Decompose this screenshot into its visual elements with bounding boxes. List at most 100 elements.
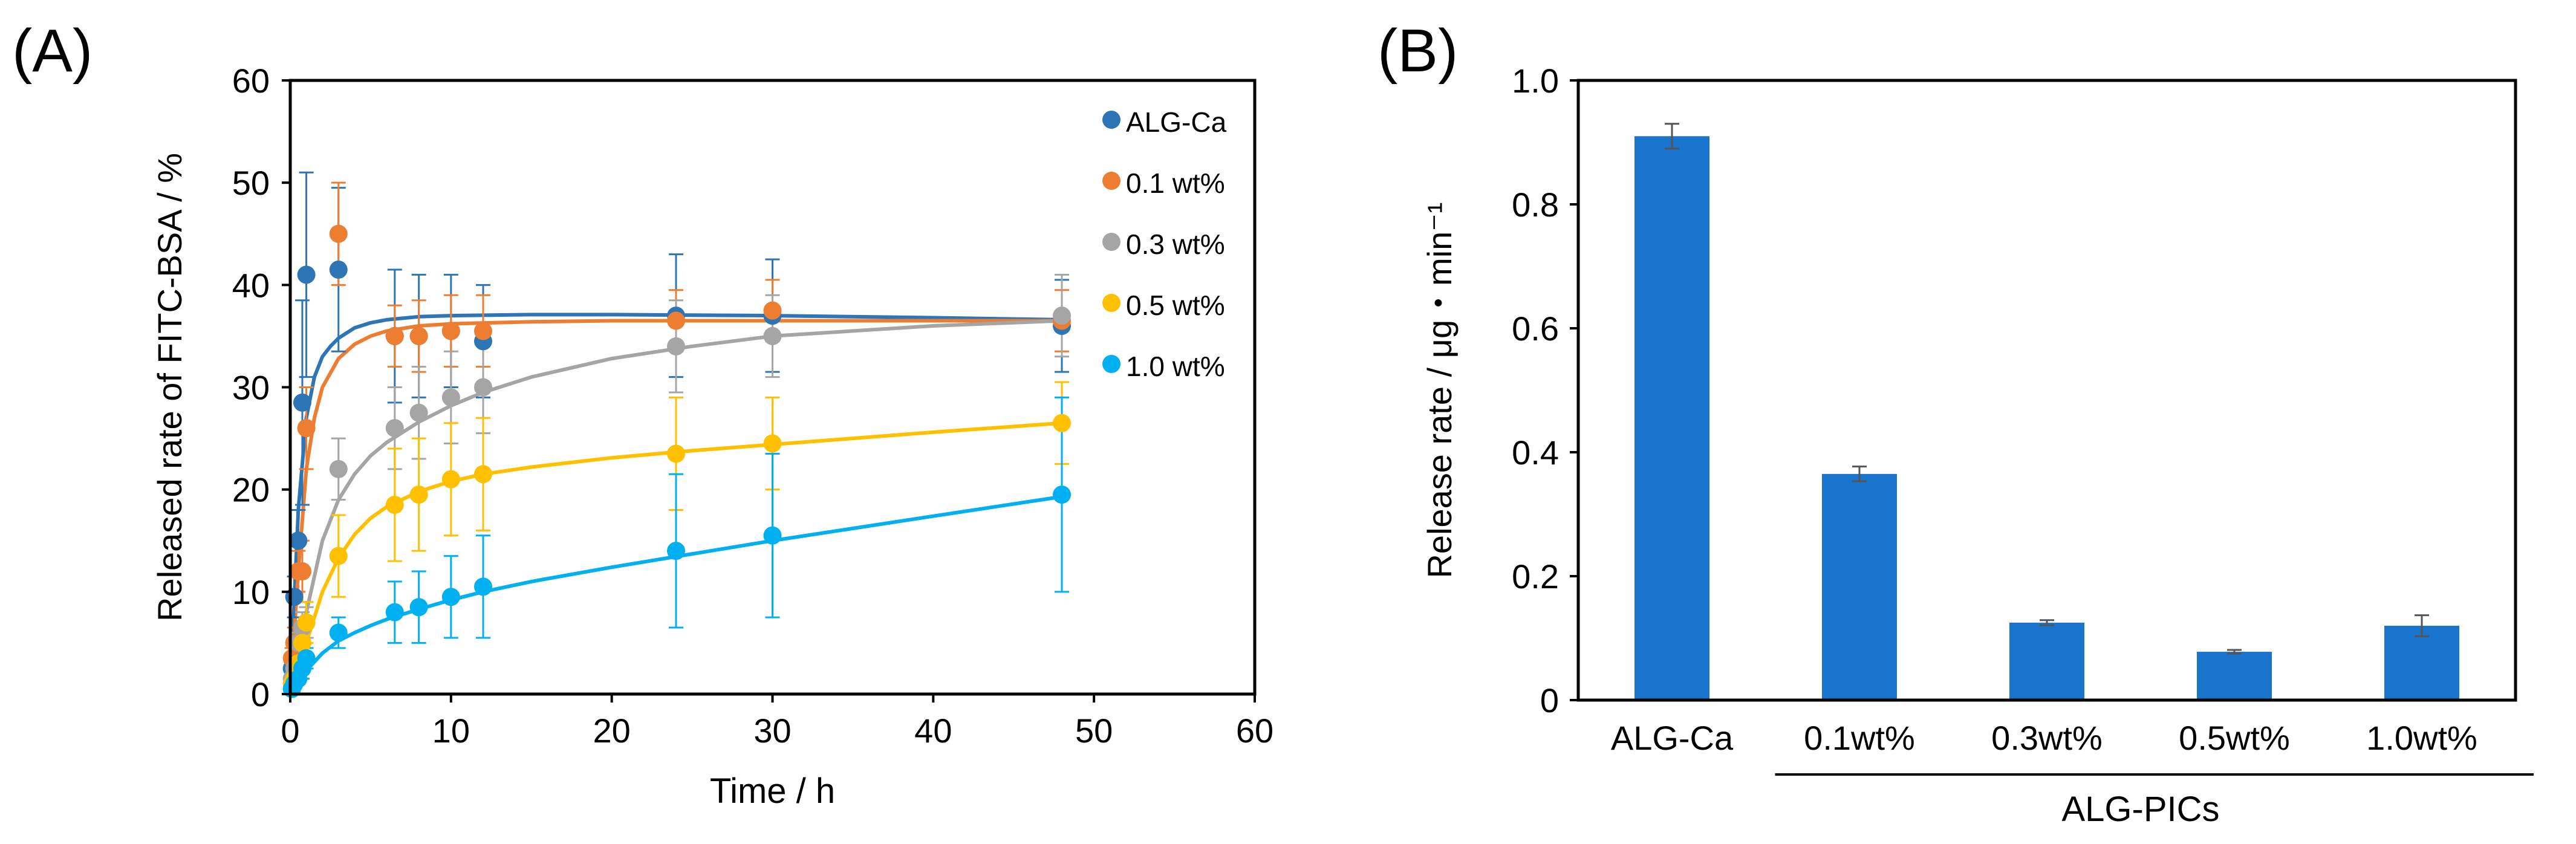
legend-marker — [1102, 111, 1120, 129]
data-point — [297, 613, 316, 632]
data-point — [409, 598, 428, 617]
release-profile-scatter-chart: (A) Released rate of FITC-BSA / % Time /… — [12, 17, 1273, 811]
x-axis-ticks: 0 10 20 30 40 50 60 — [281, 694, 1273, 750]
y-tick-label: 10 — [232, 573, 270, 611]
data-point — [667, 542, 685, 560]
x-axis-title: Time / h — [710, 771, 835, 811]
data-point — [329, 623, 348, 642]
error-bars — [1665, 123, 2429, 655]
y-tick-label: 0.8 — [1512, 186, 1559, 224]
plot-area-frame — [1576, 79, 2517, 702]
data-point — [474, 378, 492, 397]
data-point — [667, 337, 685, 355]
data-point — [441, 588, 460, 606]
data-point — [385, 496, 404, 515]
legend-label: ALG-Ca — [1126, 106, 1227, 138]
x-category-label: 0.3wt% — [1991, 719, 2103, 757]
data-point — [329, 547, 348, 565]
data-point — [297, 419, 316, 438]
legend-marker — [1102, 294, 1120, 312]
x-category-label: 1.0wt% — [2366, 719, 2477, 757]
y-tick-label: 60 — [232, 62, 270, 100]
legend: ALG-Ca 0.1 wt% 0.3 wt% 0.5 wt% 1.0 wt% — [1102, 106, 1227, 382]
data-point — [763, 301, 782, 320]
data-point — [385, 326, 404, 345]
bar — [2197, 652, 2272, 700]
bar — [1822, 473, 1897, 700]
panel-b-chart: (B) Release rate / μg・min⁻¹ 0 0.2 0.4 0.6 0.… — [1282, 0, 2576, 844]
legend-label: 0.5 wt% — [1126, 290, 1225, 321]
bar — [1634, 136, 1709, 700]
data-point — [667, 311, 685, 330]
x-tick-label: 60 — [1236, 712, 1273, 750]
x-tick-label: 30 — [753, 712, 791, 750]
data-point — [409, 485, 428, 504]
x-tick-label: 50 — [1075, 712, 1113, 750]
y-axis-title: Release rate / μg・min⁻¹ — [1420, 202, 1459, 578]
y-tick-label: 0 — [1540, 681, 1559, 719]
y-tick-label: 0.2 — [1512, 557, 1559, 596]
y-axis-ticks: 0 0.2 0.4 0.6 0.8 1.0 — [1512, 62, 1578, 719]
x-tick-label: 20 — [593, 712, 631, 750]
legend-marker — [1102, 172, 1120, 190]
legend-label: 0.3 wt% — [1126, 229, 1225, 260]
data-point — [1053, 414, 1071, 432]
x-category-label: 0.5wt% — [2179, 719, 2290, 757]
x-tick-label: 40 — [914, 712, 952, 750]
data-point — [441, 470, 460, 489]
legend-label: 0.1 wt% — [1126, 167, 1225, 199]
y-tick-label: 30 — [232, 369, 270, 407]
fit-curve — [288, 313, 1062, 695]
group-label: ALG-PICs — [2061, 790, 2219, 829]
panel-a-chart: (A) Released rate of FITC-BSA / % Time /… — [0, 0, 1282, 844]
bar — [2384, 626, 2459, 700]
data-point — [289, 531, 308, 550]
x-category-label: 0.1wt% — [1804, 719, 1915, 757]
bars — [1634, 136, 2459, 700]
data-point — [329, 459, 348, 478]
data-point — [409, 403, 428, 422]
data-point — [474, 577, 492, 596]
data-point — [329, 260, 348, 279]
data-point — [385, 603, 404, 622]
y-tick-label: 20 — [232, 471, 270, 509]
y-tick-label: 0 — [251, 675, 270, 713]
data-point — [293, 634, 311, 652]
fit-curve — [288, 319, 1062, 695]
legend-marker — [1102, 355, 1120, 373]
data-point — [441, 388, 460, 407]
y-axis-title: Released rate of FITC-BSA / % — [151, 153, 189, 622]
y-tick-label: 40 — [232, 266, 270, 304]
data-point — [441, 322, 460, 340]
bar — [2009, 622, 2084, 700]
y-tick-label: 0.6 — [1512, 310, 1559, 348]
data-point — [763, 434, 782, 453]
release-rate-bar-chart: (B) Release rate / μg・min⁻¹ 0 0.2 0.4 0.6 0.… — [1377, 17, 2534, 829]
y-tick-label: 1.0 — [1512, 62, 1559, 100]
x-tick-label: 0 — [281, 712, 299, 750]
panel-b-label: (B) — [1377, 17, 1458, 85]
data-point — [409, 326, 428, 345]
data-point — [293, 393, 311, 412]
data-point — [667, 444, 685, 463]
data-point — [285, 588, 304, 606]
data-point — [474, 322, 492, 340]
data-point — [1053, 485, 1071, 504]
data-point — [385, 419, 404, 438]
y-tick-label: 50 — [232, 164, 270, 202]
legend-label: 1.0 wt% — [1126, 351, 1225, 382]
legend-marker — [1102, 233, 1120, 251]
data-point — [293, 562, 311, 580]
x-category-label: ALG-Ca — [1611, 719, 1734, 757]
x-axis-category-labels: ALG-Ca 0.1wt% 0.3wt% 0.5wt% 1.0wt% — [1611, 719, 2477, 757]
data-point — [763, 326, 782, 345]
y-tick-label: 0.4 — [1512, 433, 1559, 472]
panel-a-label: (A) — [12, 17, 93, 85]
y-axis-ticks: 0 10 20 30 40 50 60 — [232, 62, 290, 713]
data-point — [297, 649, 316, 667]
data-point — [1053, 307, 1071, 325]
data-point — [297, 265, 316, 284]
x-tick-label: 10 — [432, 712, 470, 750]
data-point — [329, 224, 348, 243]
data-point — [763, 526, 782, 545]
